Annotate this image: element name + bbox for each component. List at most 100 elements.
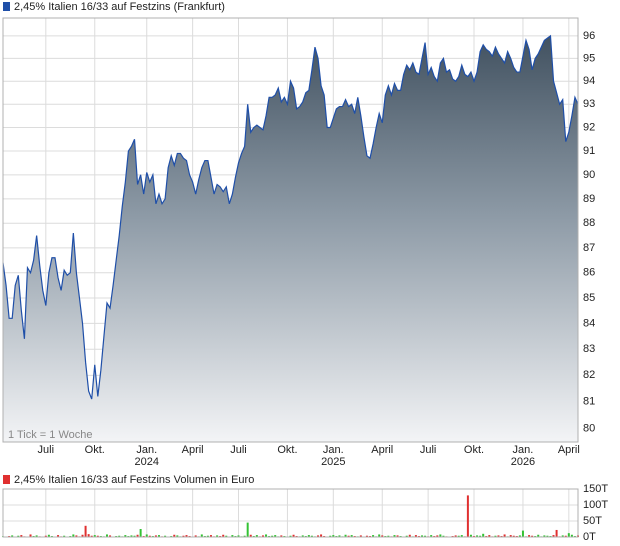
volume-bar [182,535,185,537]
volume-bar [133,535,136,537]
x-tick-label: Jan. [513,444,534,456]
y-tick-label: 90 [583,169,595,181]
x-tick-label: Okt. [464,444,484,456]
x-tick-label: Okt. [85,444,105,456]
volume-bar [206,535,209,537]
volume-bar [237,535,240,537]
y-tick-label: 84 [583,317,595,329]
volume-bar [436,535,439,537]
y-tick-label: 94 [583,75,595,87]
volume-bar [194,535,197,537]
y-tick-label: 89 [583,193,595,205]
volume-bar [84,525,87,537]
legend-label: 2,45% Italien 16/33 auf Festzins Volumen… [14,474,254,486]
y-tick-label: 91 [583,145,595,157]
volume-bar [57,535,60,537]
y-tick-label: 50T [583,515,602,527]
y-tick-label: 150T [583,483,608,495]
volume-bar [531,535,534,537]
volume-bar [414,535,417,537]
volume-bar [512,535,515,537]
volume-bar [93,535,96,537]
volume-bar [466,495,469,537]
volume-bar [488,535,491,537]
x-tick-label: Juli [420,444,437,456]
volume-bar [503,534,506,537]
y-tick-label: 88 [583,217,595,229]
volume-bar [47,534,50,537]
volume-bar [387,535,390,537]
volume-bar [261,535,264,537]
volume-bar [72,534,75,537]
y-tick-label: 0T [583,531,596,543]
volume-bar [494,535,497,537]
volume-bar [393,535,396,537]
legend-label: 2,45% Italien 16/33 auf Festzins (Frankf… [14,1,225,13]
price-area [3,35,578,443]
volume-bar [546,535,549,537]
volume-bar [457,535,460,537]
volume-bar [145,534,148,537]
volume-bar [543,535,546,537]
x-tick-label: April [371,444,393,456]
volume-bar [148,535,151,537]
volume-bar [476,535,479,537]
y-tick-label: 100T [583,499,608,511]
volume-bar [405,535,408,537]
volume-bar [442,535,445,537]
volume-bar [396,535,399,537]
volume-bar [332,535,335,537]
volume-bar [185,535,188,537]
volume-bar [408,534,411,537]
y-tick-label: 95 [583,52,595,64]
volume-bar [310,535,313,537]
volume-bar [109,535,112,537]
tick-note: 1 Tick = 1 Woche [8,429,92,441]
volume-bar [439,534,442,537]
volume-bar [567,533,570,537]
volume-bar [421,535,424,537]
volume-bar [81,534,84,537]
volume-bar [35,535,38,537]
volume-bar [454,535,457,537]
volume-bar [139,529,142,537]
volume-bar [29,534,32,537]
volume-bar [307,535,310,537]
volume-bar [136,534,139,537]
volume-bar [154,535,157,537]
y-tick-label: 96 [583,30,595,42]
x-tick-label: April [182,444,204,456]
volume-bar [555,529,558,537]
volume-bar [430,535,433,537]
volume-bar [350,535,353,537]
volume-bar [372,535,375,537]
volume-bar [365,535,368,537]
volume-bar [378,534,381,537]
plot-frame [2,488,579,538]
volume-bar [249,534,252,537]
volume-bar [280,535,283,537]
volume-bar [301,535,304,537]
volume-bar [255,535,258,537]
y-tick-label: 83 [583,343,595,355]
volume-bar [231,535,234,537]
volume-bar [124,535,127,537]
volume-bar [497,535,500,537]
volume-bar [564,535,567,537]
volume-bar [63,535,66,537]
volume-bar [344,534,347,537]
volume-bar [90,535,93,537]
plot-frame [2,17,579,443]
volume-bar [509,535,512,537]
volume-bar [521,530,524,537]
volume-bar [537,534,540,537]
volume-bar [479,535,482,537]
volume-bar [570,534,573,537]
volume-bar [225,535,228,537]
volume-bar [329,535,332,537]
y-tick-label: 86 [583,267,595,279]
volume-bar [289,535,292,537]
volume-bar [246,522,249,537]
volume-bar [222,534,225,537]
